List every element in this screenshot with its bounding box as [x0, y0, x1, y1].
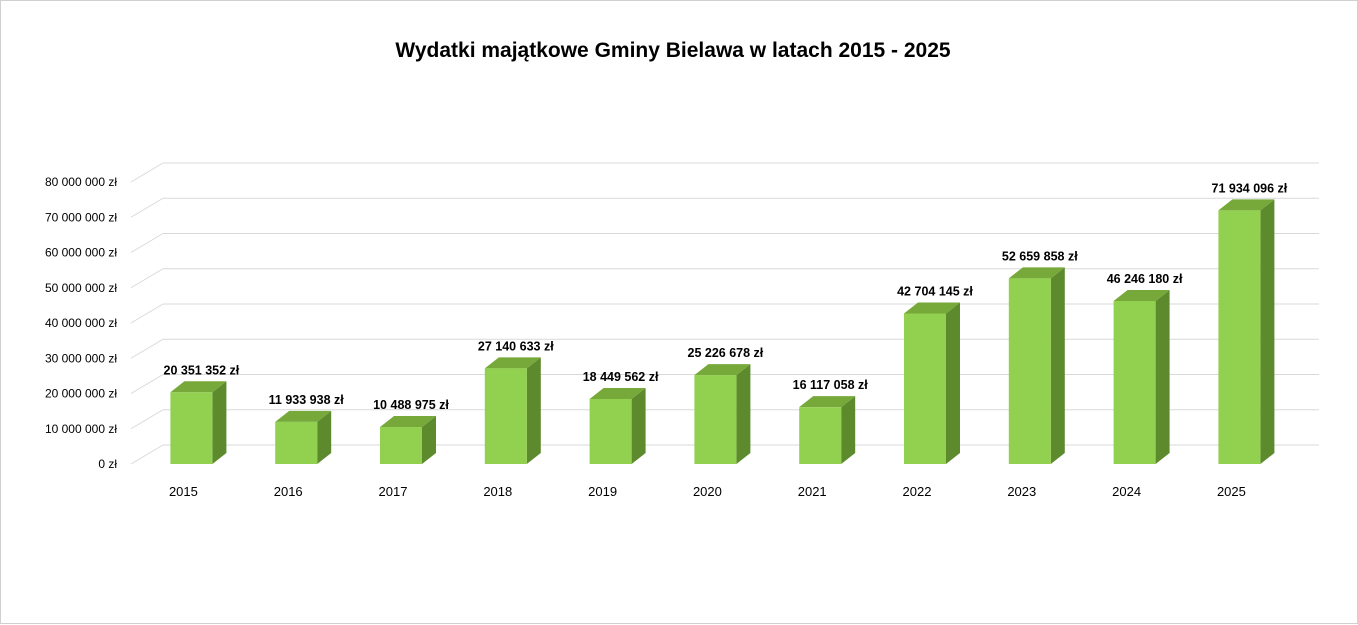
- y-tick-label: 40 000 000 zł: [45, 316, 117, 330]
- bar: [1008, 267, 1065, 464]
- bar: [484, 357, 541, 464]
- gridline: [130, 197, 1319, 218]
- y-tick-label: 80 000 000 zł: [45, 175, 117, 189]
- bar: [1113, 289, 1170, 464]
- x-tick-label: 2016: [274, 484, 303, 499]
- bars: [170, 199, 1275, 464]
- y-tick-label: 20 000 000 zł: [45, 387, 117, 401]
- data-label: 20 351 352 zł: [164, 363, 240, 377]
- bar: [904, 302, 960, 464]
- x-tick-label: 2021: [798, 484, 827, 499]
- y-tick-label: 70 000 000 zł: [45, 210, 117, 224]
- data-label: 16 117 058 zł: [793, 378, 869, 392]
- data-label: 71 934 096 zł: [1212, 181, 1288, 195]
- y-tick-label: 0 zł: [98, 457, 117, 471]
- data-label: 11 933 938 zł: [269, 393, 345, 407]
- x-tick-label: 2022: [903, 484, 932, 499]
- y-tick-label: 30 000 000 zł: [45, 351, 117, 365]
- bar: [275, 410, 332, 464]
- y-tick-label: 60 000 000 zł: [45, 246, 117, 260]
- gridline: [130, 268, 1319, 289]
- x-tick-label: 2025: [1217, 484, 1246, 499]
- chart-title: Wydatki majątkowe Gminy Bielawa w latach…: [395, 39, 951, 62]
- y-axis-tick-labels: 0 zł 10 000 000 zł 20 000 000 zł 30 000 000…: [45, 175, 117, 471]
- bar: [380, 416, 436, 464]
- y-tick-label: 10 000 000 zł: [45, 422, 117, 436]
- data-label: 27 140 633 zł: [478, 339, 554, 353]
- data-label: 18 449 562 zł: [583, 370, 659, 384]
- gridline: [130, 162, 1319, 183]
- data-label: 46 246 180 zł: [1107, 272, 1183, 286]
- x-tick-label: 2017: [379, 484, 408, 499]
- y-tick-label: 50 000 000 zł: [45, 281, 117, 295]
- x-tick-label: 2020: [693, 484, 722, 499]
- bar: [589, 387, 646, 464]
- x-tick-label: 2018: [483, 484, 512, 499]
- bar: [1218, 199, 1275, 464]
- data-labels: 20 351 352 zł 11 933 938 zł 10 488 975 zł 2…: [164, 181, 1288, 412]
- data-label: 10 488 975 zł: [373, 398, 449, 412]
- x-tick-label: 2019: [588, 484, 617, 499]
- x-tick-label: 2024: [1112, 484, 1141, 499]
- data-label: 42 704 145 zł: [897, 284, 973, 298]
- x-tick-label: 2015: [169, 484, 198, 499]
- bar: [799, 396, 856, 464]
- x-axis-tick-labels: 2015 2016 2017 2018 2019 2020 2021 2022 2023 2024…: [169, 484, 1246, 499]
- gridline: [130, 233, 1319, 253]
- data-label: 25 226 678 zł: [688, 346, 764, 360]
- bar: [694, 364, 751, 464]
- bar: [170, 381, 227, 464]
- data-label: 52 659 858 zł: [1002, 249, 1078, 263]
- x-tick-label: 2023: [1007, 484, 1036, 499]
